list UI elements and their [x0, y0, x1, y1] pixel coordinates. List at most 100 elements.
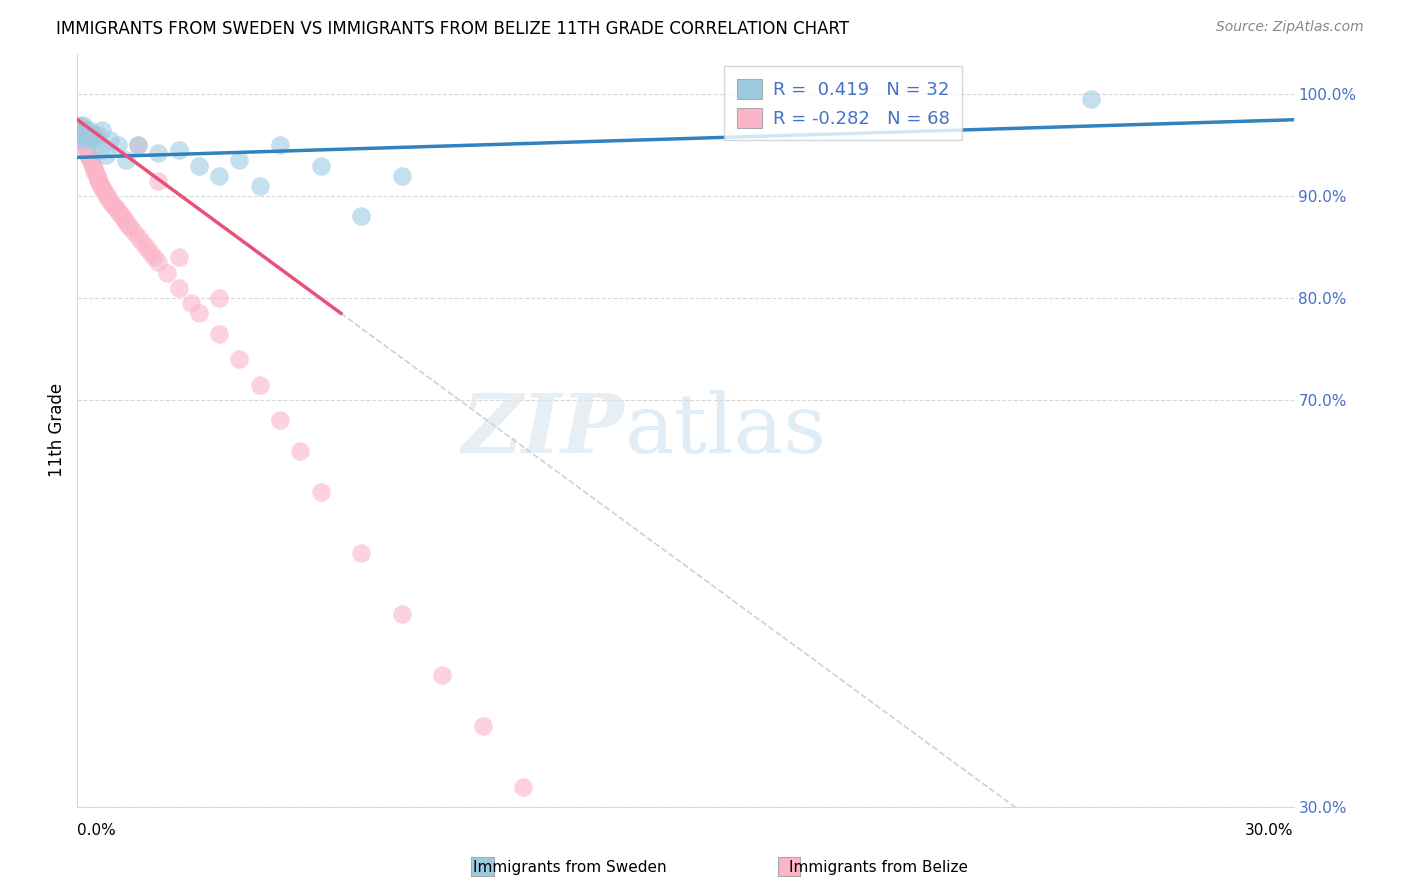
Point — [83, 128, 105, 142]
Point — [73, 133, 96, 147]
Point — [89, 143, 111, 157]
Text: 0.0%: 0.0% — [77, 822, 117, 838]
Point — [350, 546, 373, 560]
Point — [93, 184, 115, 198]
Point — [94, 187, 117, 202]
Point — [89, 177, 111, 191]
Point — [111, 210, 134, 224]
Point — [249, 178, 271, 193]
Point — [70, 126, 93, 140]
Point — [148, 174, 170, 188]
Point — [90, 178, 112, 193]
Point — [135, 240, 157, 254]
Point — [97, 191, 120, 205]
Legend: R =  0.419   N = 32, R = -0.282   N = 68: R = 0.419 N = 32, R = -0.282 N = 68 — [724, 66, 962, 140]
Point — [188, 306, 211, 320]
Point — [72, 128, 94, 142]
Point — [86, 128, 108, 142]
Point — [228, 352, 250, 367]
Point — [180, 296, 202, 310]
Point — [228, 153, 250, 168]
Point — [167, 250, 190, 264]
Point — [188, 159, 211, 173]
Point — [103, 199, 125, 213]
Point — [98, 194, 121, 209]
Y-axis label: 11th Grade: 11th Grade — [48, 384, 66, 477]
Text: atlas: atlas — [624, 391, 827, 470]
Point — [290, 443, 312, 458]
Point — [127, 230, 149, 244]
Point — [309, 484, 332, 499]
Point — [96, 189, 118, 203]
Point — [391, 169, 413, 183]
Point — [122, 225, 145, 239]
Point — [115, 214, 138, 228]
Point — [309, 159, 332, 173]
Point — [70, 126, 93, 140]
Point — [79, 133, 101, 147]
Point — [90, 181, 112, 195]
Point — [86, 170, 108, 185]
Point — [108, 207, 131, 221]
Point — [143, 250, 166, 264]
Point — [269, 138, 291, 153]
Point — [76, 146, 98, 161]
Point — [90, 123, 112, 137]
Point — [67, 118, 90, 132]
Point — [104, 202, 127, 216]
Point — [115, 153, 138, 168]
Point — [101, 197, 124, 211]
Point — [82, 159, 104, 173]
Point — [155, 266, 177, 280]
Point — [72, 130, 94, 145]
Point — [83, 161, 105, 175]
Text: Immigrants from Sweden: Immigrants from Sweden — [472, 860, 666, 874]
Point — [79, 153, 101, 168]
Point — [139, 245, 162, 260]
Point — [83, 163, 105, 178]
Point — [432, 668, 454, 682]
Point — [118, 219, 141, 234]
Point — [127, 138, 149, 153]
Point — [148, 255, 170, 269]
Point — [167, 281, 190, 295]
Point — [471, 719, 494, 733]
Text: ZIP: ZIP — [463, 391, 624, 470]
Point — [1080, 92, 1102, 106]
Point — [148, 146, 170, 161]
Text: Source: ZipAtlas.com: Source: ZipAtlas.com — [1216, 20, 1364, 34]
Point — [69, 123, 91, 137]
Point — [593, 881, 616, 892]
Text: 30.0%: 30.0% — [1246, 822, 1294, 838]
Point — [73, 136, 96, 150]
Point — [72, 118, 94, 132]
Point — [77, 123, 100, 137]
Point — [350, 210, 373, 224]
Point — [127, 138, 149, 153]
Point — [70, 128, 93, 142]
Point — [75, 128, 97, 142]
Point — [70, 120, 93, 134]
Point — [249, 377, 271, 392]
Point — [80, 156, 103, 170]
Text: IMMIGRANTS FROM SWEDEN VS IMMIGRANTS FROM BELIZE 11TH GRADE CORRELATION CHART: IMMIGRANTS FROM SWEDEN VS IMMIGRANTS FRO… — [56, 20, 849, 37]
Point — [131, 235, 153, 249]
Point — [208, 291, 231, 305]
Point — [94, 148, 117, 162]
Point — [79, 150, 101, 164]
Point — [107, 138, 129, 153]
Point — [75, 140, 97, 154]
Point — [86, 169, 108, 183]
Point — [84, 133, 107, 147]
Point — [117, 218, 139, 232]
Point — [75, 138, 97, 153]
Point — [87, 174, 110, 188]
Point — [76, 143, 98, 157]
Point — [69, 123, 91, 137]
Point — [112, 211, 135, 226]
Point — [76, 130, 98, 145]
Text: Immigrants from Belize: Immigrants from Belize — [789, 860, 969, 874]
Point — [512, 780, 534, 794]
Point — [208, 326, 231, 341]
Point — [107, 204, 129, 219]
